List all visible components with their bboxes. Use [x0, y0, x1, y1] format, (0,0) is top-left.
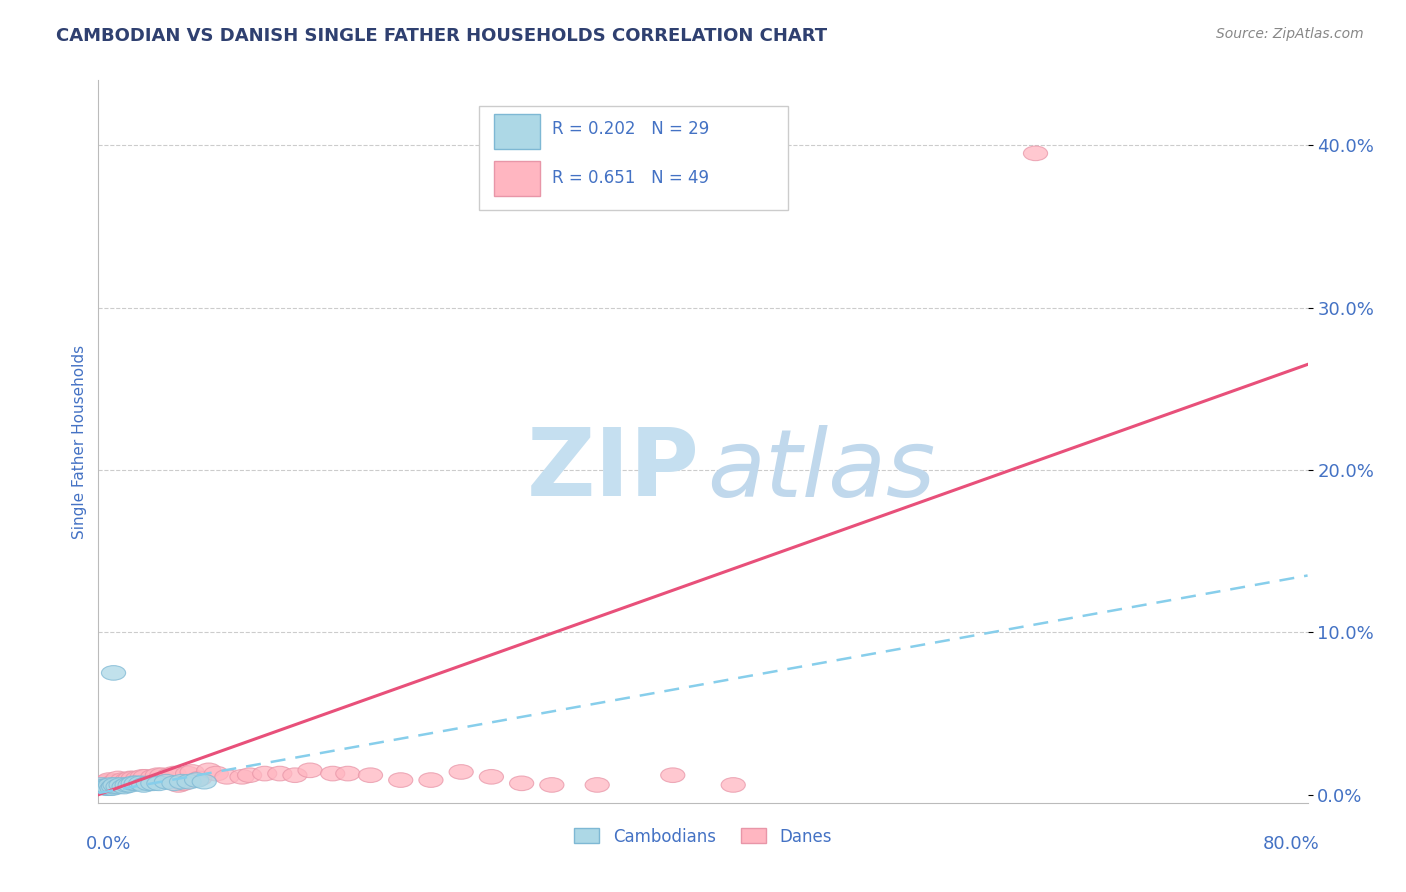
Ellipse shape — [90, 778, 114, 792]
Ellipse shape — [125, 772, 150, 786]
Ellipse shape — [93, 776, 117, 790]
Ellipse shape — [172, 776, 195, 790]
Ellipse shape — [283, 768, 307, 782]
Ellipse shape — [479, 770, 503, 784]
Ellipse shape — [118, 772, 142, 786]
Y-axis label: Single Father Households: Single Father Households — [72, 344, 87, 539]
Ellipse shape — [267, 766, 292, 780]
Ellipse shape — [1024, 146, 1047, 161]
Ellipse shape — [97, 780, 121, 796]
Ellipse shape — [184, 772, 208, 788]
Ellipse shape — [90, 780, 114, 794]
Ellipse shape — [176, 766, 200, 780]
Legend: Cambodians, Danes: Cambodians, Danes — [568, 821, 838, 852]
Text: atlas: atlas — [707, 425, 935, 516]
Ellipse shape — [193, 774, 217, 789]
Ellipse shape — [141, 770, 165, 784]
Ellipse shape — [321, 766, 344, 780]
Ellipse shape — [509, 776, 534, 790]
Ellipse shape — [136, 776, 160, 790]
Ellipse shape — [96, 780, 120, 794]
Ellipse shape — [359, 768, 382, 782]
Ellipse shape — [100, 780, 124, 796]
Ellipse shape — [449, 764, 474, 780]
Ellipse shape — [238, 768, 262, 782]
Ellipse shape — [118, 778, 142, 792]
Ellipse shape — [336, 766, 360, 780]
Ellipse shape — [162, 776, 186, 790]
Ellipse shape — [105, 780, 131, 794]
Ellipse shape — [105, 772, 131, 786]
Ellipse shape — [112, 780, 136, 794]
Ellipse shape — [155, 774, 179, 789]
Ellipse shape — [215, 770, 239, 784]
Ellipse shape — [101, 780, 125, 794]
Ellipse shape — [540, 778, 564, 792]
Ellipse shape — [131, 770, 155, 784]
Ellipse shape — [388, 772, 413, 788]
Ellipse shape — [111, 772, 135, 788]
Ellipse shape — [162, 766, 186, 780]
Ellipse shape — [91, 780, 115, 794]
Ellipse shape — [124, 776, 148, 790]
Ellipse shape — [298, 763, 322, 778]
Ellipse shape — [187, 772, 212, 786]
Text: R = 0.202   N = 29: R = 0.202 N = 29 — [551, 120, 709, 138]
Ellipse shape — [129, 776, 153, 790]
Ellipse shape — [141, 776, 165, 790]
Ellipse shape — [103, 778, 127, 792]
Ellipse shape — [146, 776, 172, 790]
Ellipse shape — [94, 780, 118, 796]
Ellipse shape — [231, 770, 254, 784]
Ellipse shape — [96, 774, 120, 789]
Ellipse shape — [170, 774, 194, 789]
Ellipse shape — [97, 772, 121, 788]
Text: 80.0%: 80.0% — [1263, 835, 1320, 854]
Ellipse shape — [91, 778, 115, 792]
Text: Source: ZipAtlas.com: Source: ZipAtlas.com — [1216, 27, 1364, 41]
Ellipse shape — [121, 776, 145, 790]
Ellipse shape — [166, 778, 191, 792]
FancyBboxPatch shape — [494, 161, 540, 196]
Ellipse shape — [661, 768, 685, 782]
FancyBboxPatch shape — [479, 105, 787, 211]
Ellipse shape — [101, 665, 125, 681]
Ellipse shape — [204, 766, 228, 780]
Ellipse shape — [98, 778, 122, 792]
Text: R = 0.651   N = 49: R = 0.651 N = 49 — [551, 169, 709, 186]
Ellipse shape — [103, 774, 127, 789]
Ellipse shape — [157, 768, 181, 782]
Ellipse shape — [180, 764, 204, 780]
Ellipse shape — [132, 778, 156, 792]
Ellipse shape — [153, 772, 177, 788]
Ellipse shape — [134, 770, 157, 784]
Text: 0.0%: 0.0% — [86, 835, 132, 854]
Ellipse shape — [585, 778, 609, 792]
Ellipse shape — [253, 766, 277, 780]
Ellipse shape — [419, 772, 443, 788]
Ellipse shape — [197, 763, 221, 778]
Ellipse shape — [145, 768, 170, 782]
Ellipse shape — [115, 772, 139, 788]
Ellipse shape — [100, 776, 124, 790]
Ellipse shape — [110, 778, 134, 792]
Ellipse shape — [177, 774, 201, 789]
Ellipse shape — [121, 772, 145, 786]
Ellipse shape — [93, 780, 117, 794]
Ellipse shape — [721, 778, 745, 792]
Text: CAMBODIAN VS DANISH SINGLE FATHER HOUSEHOLDS CORRELATION CHART: CAMBODIAN VS DANISH SINGLE FATHER HOUSEH… — [56, 27, 827, 45]
Ellipse shape — [150, 768, 174, 782]
Ellipse shape — [115, 778, 139, 792]
Ellipse shape — [94, 780, 118, 794]
FancyBboxPatch shape — [494, 114, 540, 149]
Text: ZIP: ZIP — [526, 425, 699, 516]
